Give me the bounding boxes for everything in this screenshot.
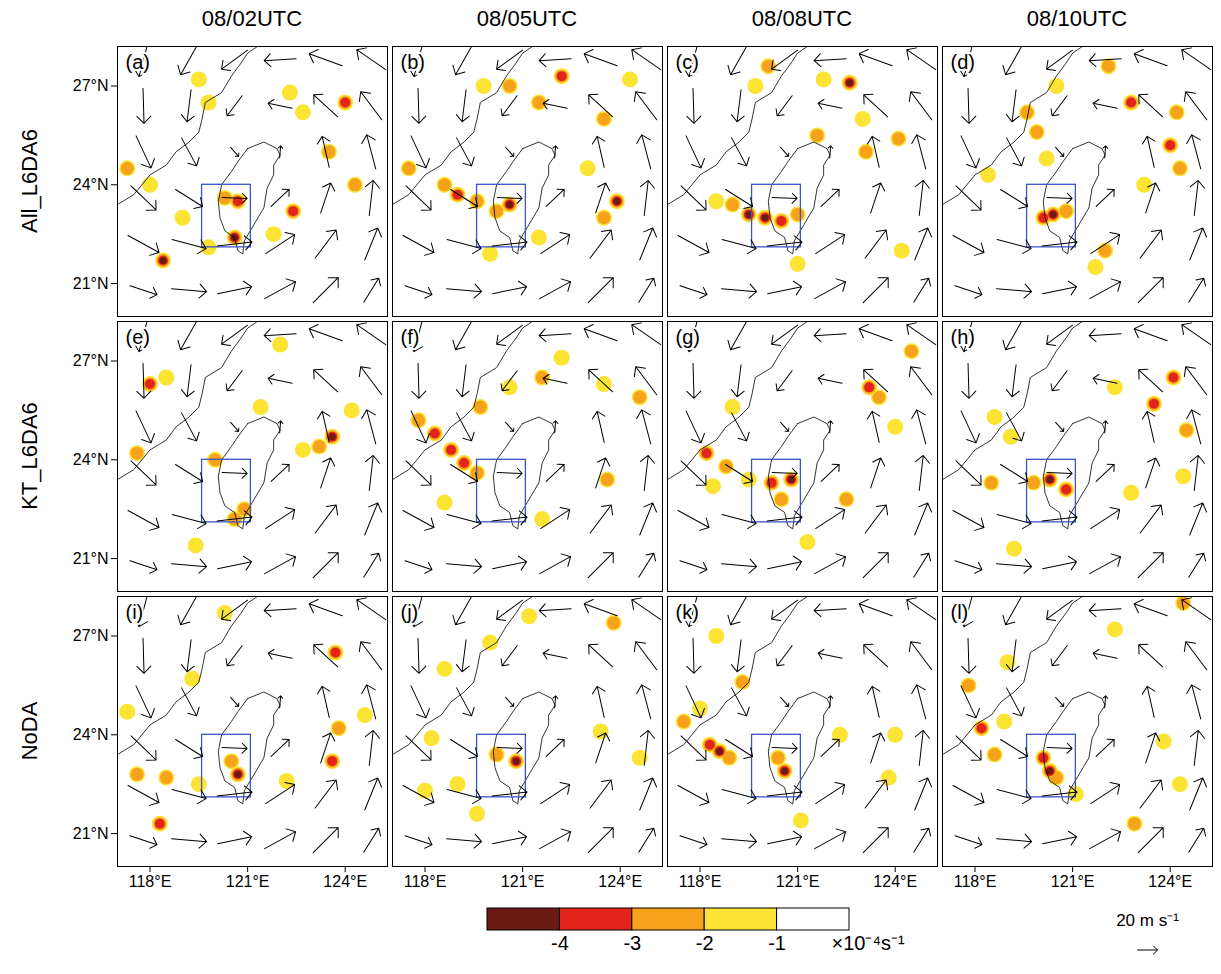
svg-text:(l): (l) [951,601,969,623]
svg-text:118°E: 118°E [129,873,172,890]
html-text:08/02UTC: 08/02UTC [201,6,303,31]
svg-text:(c): (c) [676,51,699,73]
svg-text:-3: -3 [623,932,641,954]
html-text:08/08UTC: 08/08UTC [751,6,853,31]
svg-text:24°N: 24°N [73,451,109,468]
svg-text:124°E: 124°E [598,873,642,890]
svg-text:(h): (h) [951,326,975,348]
svg-text:124°E: 124°E [1148,873,1192,890]
svg-text:124°E: 124°E [323,873,367,890]
html-text:All_L6DA6: All_L6DA6 [17,129,42,233]
html-text:08/10UTC: 08/10UTC [1026,6,1128,31]
svg-text:(e): (e) [126,326,150,348]
svg-text:21°N: 21°N [73,825,109,842]
svg-text:121°E: 121°E [776,873,820,890]
svg-text:-1: -1 [768,932,786,954]
svg-text:24°N: 24°N [73,176,109,193]
svg-text:(k): (k) [676,601,699,623]
svg-text:(d): (d) [951,51,975,73]
svg-text:27°N: 27°N [73,627,109,644]
svg-text:(b): (b) [401,51,425,73]
svg-text:(a): (a) [126,51,150,73]
svg-text:(g): (g) [676,326,700,348]
svg-text:-4: -4 [551,932,569,954]
svg-text:(f): (f) [401,326,420,348]
svg-text:27°N: 27°N [73,352,109,369]
svg-text:×10⁻⁴s⁻¹: ×10⁻⁴s⁻¹ [832,932,906,954]
html-text:KT_L6DA6: KT_L6DA6 [17,402,42,510]
svg-text:(j): (j) [401,601,419,623]
svg-text:21°N: 21°N [73,275,109,292]
svg-text:-2: -2 [696,932,714,954]
svg-text:118°E: 118°E [404,873,447,890]
html-text:NoDA: NoDA [17,701,42,761]
svg-text:121°E: 121°E [501,873,545,890]
svg-text:20 m s⁻¹: 20 m s⁻¹ [1116,911,1179,930]
svg-text:(i): (i) [126,601,144,623]
svg-text:124°E: 124°E [873,873,917,890]
svg-text:24°N: 24°N [73,726,109,743]
svg-text:118°E: 118°E [679,873,722,890]
svg-text:121°E: 121°E [226,873,270,890]
svg-text:118°E: 118°E [954,873,997,890]
html-text:08/05UTC: 08/05UTC [476,6,578,31]
svg-text:27°N: 27°N [73,77,109,94]
svg-text:121°E: 121°E [1051,873,1095,890]
svg-text:21°N: 21°N [73,550,109,567]
